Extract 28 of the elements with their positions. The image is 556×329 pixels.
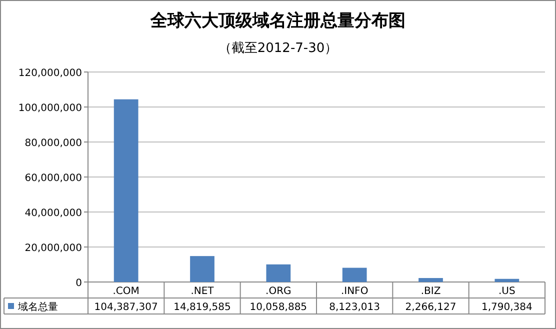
data-label: 14,819,585 bbox=[174, 302, 231, 313]
bar bbox=[190, 256, 214, 282]
y-tick-label: 80,000,000 bbox=[24, 138, 82, 149]
bar bbox=[418, 278, 443, 282]
bar bbox=[266, 264, 291, 282]
data-label: 2,266,127 bbox=[405, 302, 456, 313]
x-tick-label: .BIZ bbox=[420, 286, 441, 297]
y-tick-label: 20,000,000 bbox=[24, 243, 82, 254]
chart-subtitle: （截至2012-7-30） bbox=[218, 41, 338, 56]
x-tick-label: .INFO bbox=[340, 286, 368, 297]
legend-label: 域名总量 bbox=[17, 301, 58, 313]
data-label: 104,387,307 bbox=[94, 302, 158, 313]
y-tick-label: 120,000,000 bbox=[18, 68, 82, 79]
x-tick-label: .US bbox=[498, 286, 516, 297]
data-label: 10,058,885 bbox=[250, 302, 308, 313]
y-tick-label: 100,000,000 bbox=[18, 103, 82, 114]
x-tick-label: .COM bbox=[112, 286, 140, 297]
y-tick-label: 0 bbox=[76, 278, 82, 289]
x-tick-label: .NET bbox=[190, 286, 215, 297]
bar bbox=[114, 99, 138, 282]
bar bbox=[342, 268, 367, 282]
chart-title: 全球六大顶级域名注册总量分布图 bbox=[150, 11, 406, 31]
data-label: 1,790,384 bbox=[481, 302, 532, 313]
data-label: 8,123,013 bbox=[329, 302, 380, 313]
bar bbox=[494, 278, 520, 282]
x-tick-label: .ORG bbox=[266, 286, 292, 297]
y-tick-label: 60,000,000 bbox=[24, 173, 82, 184]
y-tick-label: 40,000,000 bbox=[24, 208, 82, 219]
